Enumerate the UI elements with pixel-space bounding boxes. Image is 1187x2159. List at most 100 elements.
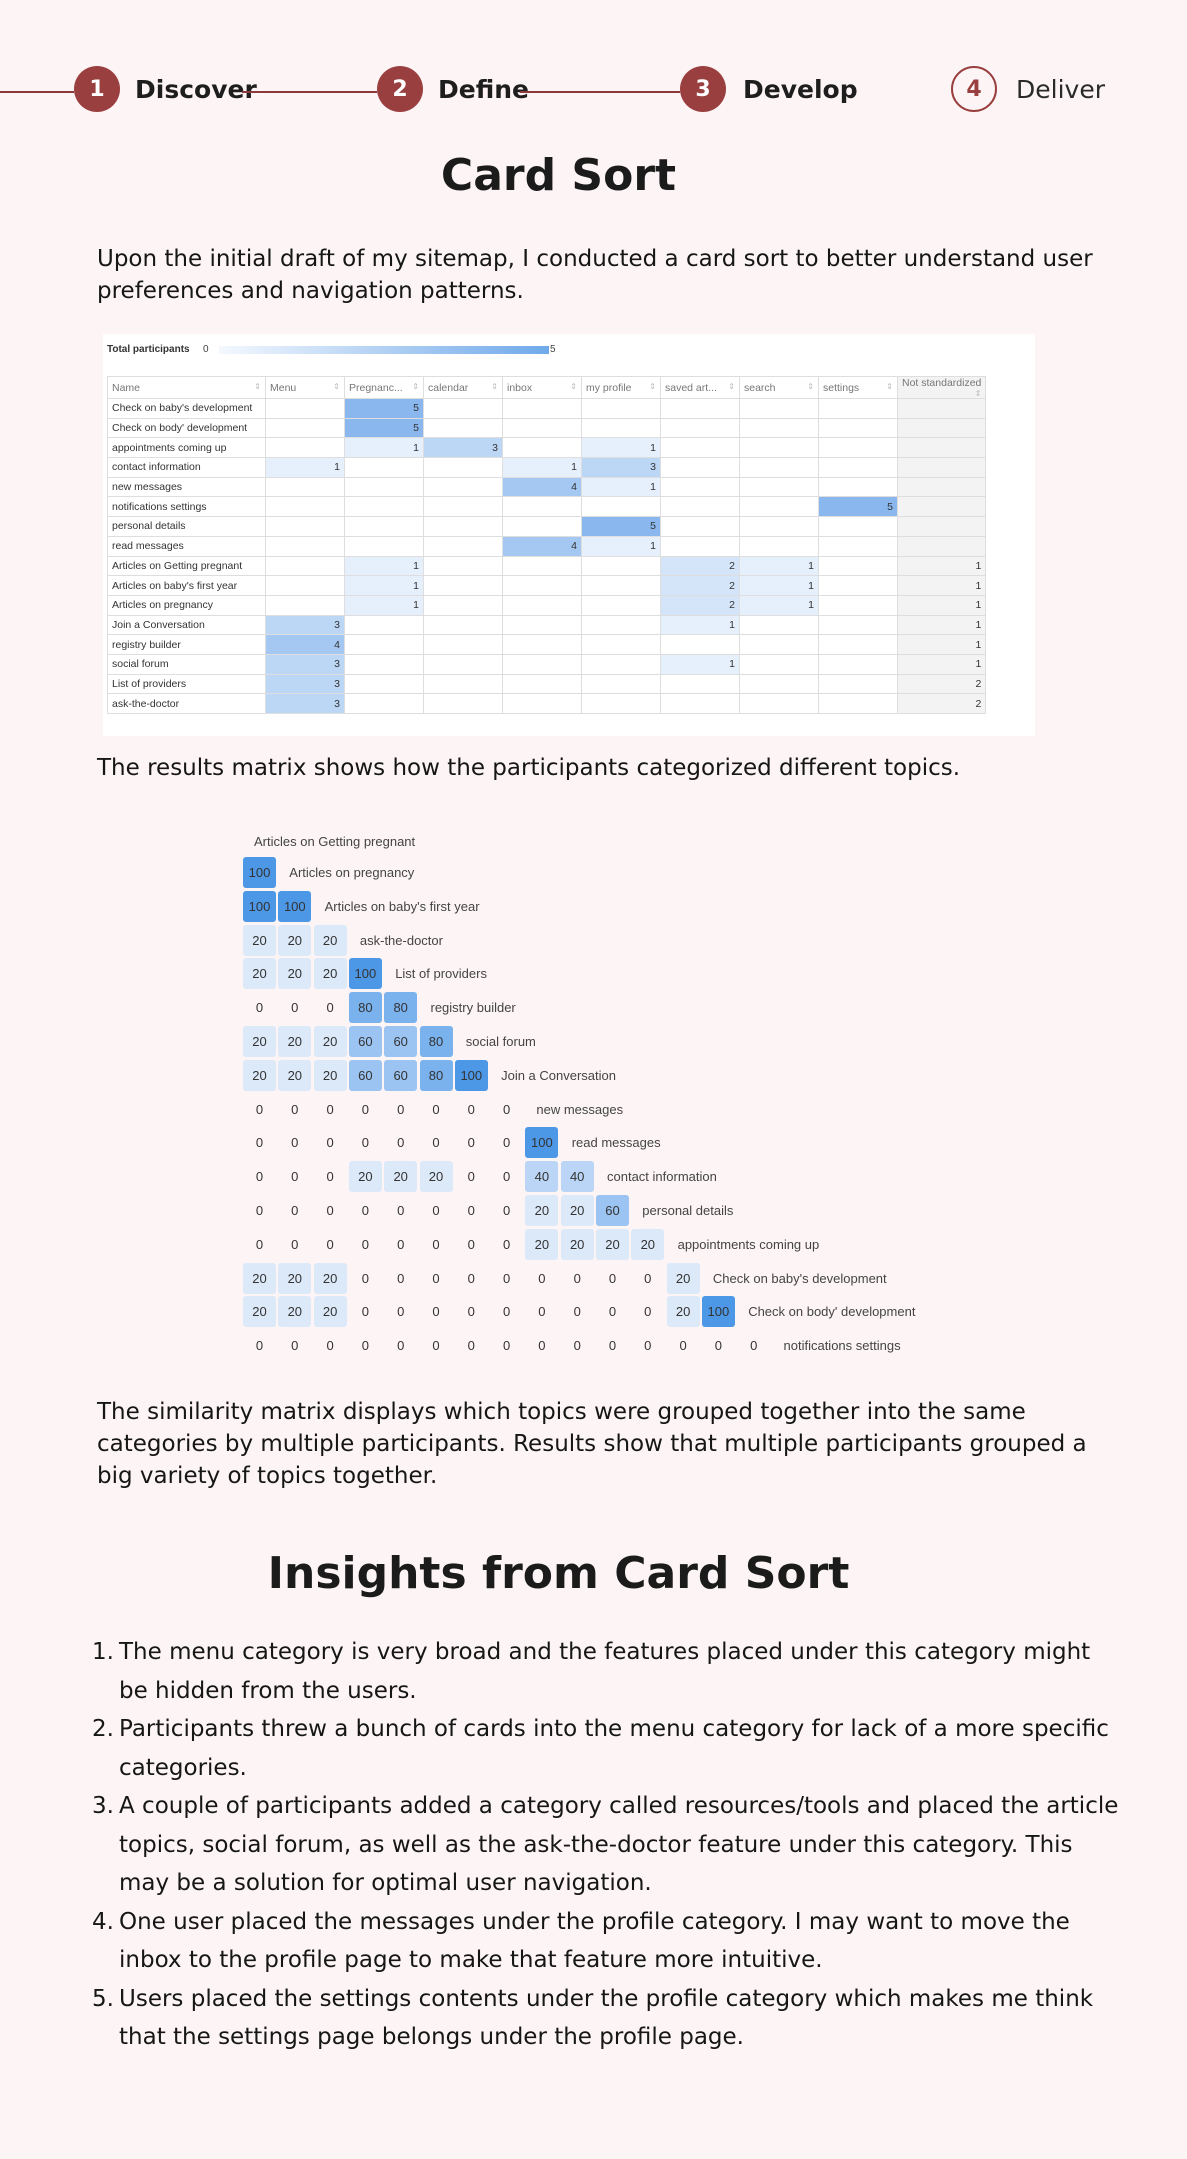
similarity-cell: 0 — [291, 1101, 299, 1117]
sort-arrows-icon[interactable]: ⇕ — [254, 381, 261, 391]
results-column-header[interactable]: saved art... ⇕ — [660, 376, 740, 399]
similarity-cell: 0 — [326, 1000, 334, 1016]
similarity-header-label: Articles on Getting pregnant — [254, 834, 416, 849]
results-column-header[interactable]: search ⇕ — [739, 376, 819, 399]
similarity-cell: 20 — [560, 1195, 594, 1226]
sort-arrows-icon[interactable]: ⇕ — [491, 381, 498, 391]
results-cell — [818, 476, 898, 498]
results-cell — [344, 614, 424, 636]
results-cell: 2 — [660, 575, 740, 596]
results-column-header[interactable]: Pregnanc... ⇕ — [344, 376, 424, 399]
similarity-cell: 20 — [313, 1026, 347, 1057]
sort-arrows-icon[interactable]: ⇕ — [728, 381, 735, 391]
results-cell: 1 — [739, 594, 819, 616]
results-column-header[interactable]: inbox ⇕ — [502, 376, 582, 399]
insight-text: A couple of participants added a categor… — [119, 1793, 1119, 1896]
similarity-cell: 20 — [419, 1161, 453, 1193]
similarity-cell: 0 — [397, 1304, 405, 1320]
results-column-header[interactable]: my profile ⇕ — [581, 376, 661, 399]
results-cell — [818, 614, 898, 636]
results-matrix-header: Name ⇕ Menu ⇕ Pregnanc... ⇕ calendar ⇕ inbox ⇕ my … — [107, 376, 987, 399]
results-cell — [423, 535, 503, 557]
results-row-name: Join a Conversation — [107, 614, 266, 636]
results-column-header[interactable]: calendar ⇕ — [423, 376, 503, 399]
results-cell: 2 — [896, 693, 987, 714]
results-cell — [344, 457, 424, 478]
results-cell: 2 — [660, 555, 740, 577]
results-row: ask-the-doctor 3 2 — [107, 693, 987, 714]
sort-arrows-icon[interactable]: ⇕ — [412, 381, 419, 391]
results-row: contact information 1 1 3 — [107, 457, 987, 478]
step-4-label[interactable]: Deliver — [1016, 75, 1105, 104]
results-cell — [502, 437, 582, 459]
similarity-cell: 20 — [384, 1161, 418, 1193]
similarity-cell: 80 — [419, 1059, 453, 1091]
results-column-header[interactable]: Menu ⇕ — [265, 376, 345, 399]
results-cell — [739, 457, 819, 478]
similarity-cell: 0 — [291, 1236, 299, 1252]
similarity-cell: 20 — [313, 924, 347, 956]
step-3-circle[interactable]: 3 — [680, 66, 726, 112]
results-cell: 4 — [502, 535, 582, 557]
results-column-header[interactable]: settings ⇕ — [818, 376, 898, 399]
sort-arrows-icon[interactable]: ⇕ — [807, 381, 814, 391]
total-min: 0 — [203, 344, 209, 355]
results-cell — [739, 476, 819, 498]
results-column-header[interactable]: Name ⇕ — [107, 376, 266, 399]
insight-number: 4. — [92, 1908, 114, 1935]
similarity-cell: 20 — [525, 1195, 559, 1226]
sort-arrows-icon[interactable]: ⇕ — [974, 389, 982, 398]
sort-arrows-icon[interactable]: ⇕ — [649, 381, 656, 391]
results-column-header[interactable]: Not standardized ⇕ — [896, 376, 987, 399]
similarity-cell: 60 — [596, 1195, 629, 1226]
results-row: new messages 4 1 — [107, 476, 987, 498]
results-cell — [818, 398, 898, 419]
similarity-cell: 80 — [419, 1026, 453, 1057]
results-cell — [265, 496, 345, 518]
step-3-label[interactable]: Develop — [743, 75, 858, 104]
results-row-name: Articles on pregnancy — [107, 594, 266, 616]
results-row-name: contact information — [107, 457, 266, 478]
results-cell — [581, 555, 661, 577]
sort-arrows-icon[interactable]: ⇕ — [570, 381, 577, 391]
results-cell — [660, 496, 740, 518]
results-cell — [739, 496, 819, 518]
step-4-circle[interactable]: 4 — [951, 66, 997, 112]
similarity-cell: 0 — [608, 1304, 617, 1320]
similarity-cell: 20 — [666, 1296, 700, 1328]
results-cell — [344, 476, 424, 498]
step-2-circle[interactable]: 2 — [377, 66, 423, 112]
results-cell — [818, 417, 898, 439]
step-1-circle[interactable]: 1 — [74, 66, 120, 112]
similarity-cell: 20 — [560, 1228, 594, 1260]
results-cell: 1 — [265, 457, 345, 478]
similarity-row-label: appointments coming up — [677, 1236, 820, 1252]
results-cell — [265, 398, 345, 419]
results-cell — [739, 634, 819, 655]
results-cell — [660, 634, 740, 655]
similarity-cell: 0 — [538, 1338, 546, 1354]
similarity-cell: 0 — [750, 1338, 758, 1354]
results-row: Check on baby's development 5 — [107, 398, 987, 419]
step-2-label[interactable]: Define — [438, 75, 529, 104]
results-cell — [502, 555, 582, 577]
results-cell — [265, 417, 345, 439]
sort-arrows-icon[interactable]: ⇕ — [886, 381, 893, 391]
similarity-row-label: new messages — [536, 1101, 624, 1117]
results-cell — [265, 516, 345, 537]
results-cell — [344, 693, 424, 714]
card-sort-title: Card Sort — [440, 150, 677, 201]
insight-item: 2. Participants threw a bunch of cards in… — [92, 1710, 1122, 1787]
similarity-cell: 60 — [348, 1026, 382, 1057]
results-cell: 1 — [739, 555, 819, 577]
similarity-cell: 0 — [255, 1135, 264, 1151]
similarity-cell: 80 — [348, 992, 382, 1024]
similarity-cell: 0 — [361, 1338, 369, 1354]
results-cell — [896, 398, 987, 419]
results-cell: 1 — [896, 653, 987, 675]
step-1-label[interactable]: Discover — [135, 75, 257, 104]
similarity-cell: 0 — [502, 1338, 511, 1354]
results-cell — [739, 516, 819, 537]
sort-arrows-icon[interactable]: ⇕ — [333, 381, 340, 391]
results-cell: 1 — [344, 594, 424, 616]
